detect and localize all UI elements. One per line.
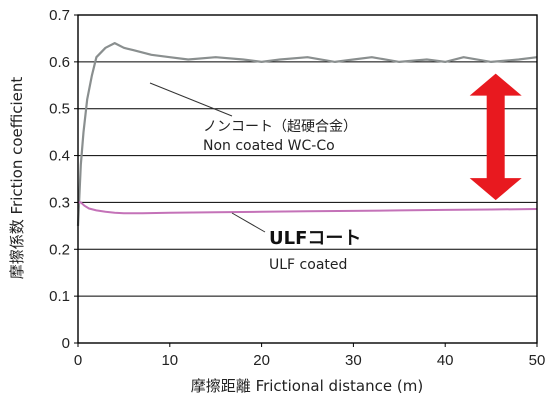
x-tick-label: 50 [529, 352, 546, 369]
x-tick-label: 10 [161, 352, 178, 369]
y-tick-label: 0.3 [49, 194, 70, 211]
series-line-ulf-coated [78, 201, 538, 215]
series-line-non-coated [76, 41, 538, 226]
non-coated-leader-line [149, 82, 233, 117]
x-tick-label: 20 [253, 352, 270, 369]
x-axis-label: 摩擦距離 Frictional distance (m) [191, 377, 423, 395]
y-tick-label: 0.7 [49, 7, 70, 24]
y-tick-label: 0.1 [49, 288, 70, 305]
x-tick-label: 30 [345, 352, 362, 369]
plot-frame [77, 14, 538, 344]
gridlines [78, 61, 537, 297]
non-coated-label-en: Non coated WC-Co [203, 138, 335, 154]
series-layer [76, 41, 538, 226]
ulf-leader-line [231, 212, 266, 233]
y-axis-label: 摩擦係数 Friction coefficient [8, 77, 26, 280]
y-tick-label: 0 [62, 335, 70, 352]
ulf-label-jp: ULFコート [269, 228, 361, 249]
y-tick-label: 0.5 [49, 101, 70, 118]
double-arrow-shape [469, 73, 522, 201]
ulf-label-en: ULF coated [269, 257, 347, 273]
y-tick-label: 0.6 [49, 54, 70, 71]
tick-labels: 0 0.1 0.2 0.3 0.4 0.5 0.6 0.7 0 10 20 30 40 50 [49, 7, 545, 369]
x-tick-label: 0 [74, 352, 82, 369]
non-coated-label-jp: ノンコート（超硬合金） [203, 119, 357, 135]
y-tick-label: 0.4 [49, 148, 70, 165]
difference-arrow [469, 73, 522, 201]
y-tick-label: 0.2 [49, 241, 70, 258]
x-tick-label: 40 [437, 352, 454, 369]
